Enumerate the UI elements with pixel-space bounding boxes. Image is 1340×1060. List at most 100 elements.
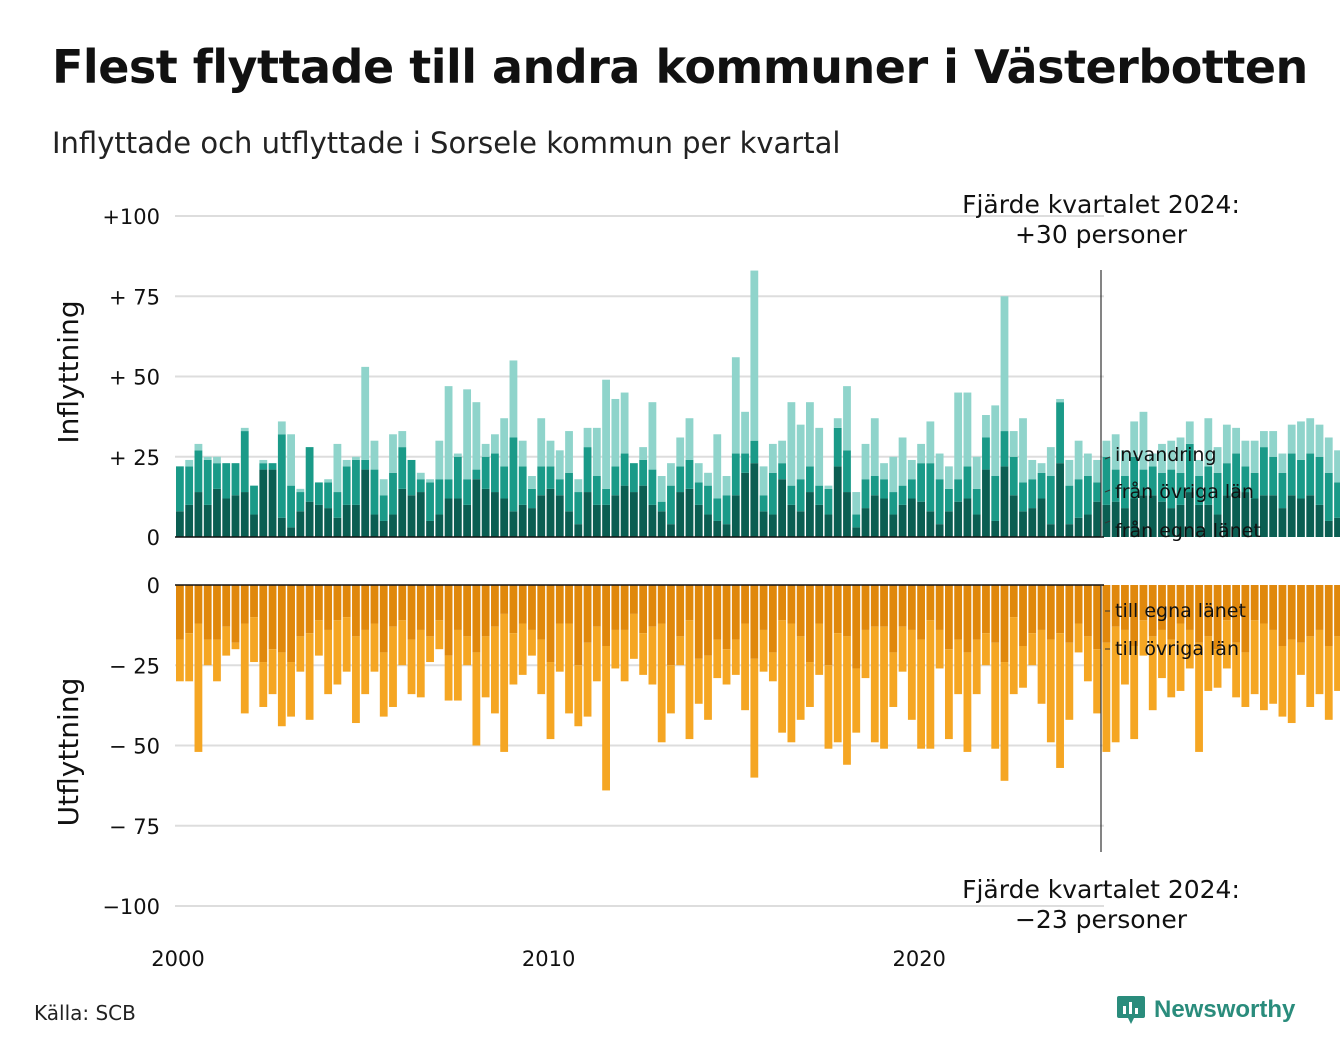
outflow-bar-segment [537, 585, 546, 640]
outflow-bar-segment [824, 585, 833, 666]
outflow-bars [176, 585, 1340, 791]
inflow-bar-segment [926, 421, 935, 464]
inflow-bar-segment [1250, 440, 1259, 473]
outflow-bar-segment [203, 639, 212, 666]
inflow-bar-segment [1046, 476, 1055, 525]
inflow-bar-segment [1250, 472, 1259, 499]
inflow-bar-segment [1000, 466, 1009, 537]
inflow-bar-segment [1037, 472, 1046, 499]
outflow-bar-segment [1241, 585, 1250, 653]
outflow-bar-segment [185, 633, 194, 682]
inflow-bar-segment [1297, 498, 1305, 537]
inflow-bar-segment [1297, 459, 1305, 499]
outflow-bar-segment [787, 623, 796, 743]
outflow-bar-segment [426, 636, 434, 663]
inflow-bar-segment [620, 392, 629, 454]
inflow-tick-label: 0 [147, 526, 160, 550]
outflow-bar-segment [824, 665, 833, 749]
inflow-bar-segment [222, 498, 231, 537]
inflow-bar-segment [176, 511, 184, 537]
inflow-bar-segment [815, 485, 824, 505]
inflow-bar-segment [806, 492, 814, 537]
inflow-bar-segment [1334, 450, 1340, 483]
outflow-bar-segment [917, 639, 925, 749]
inflow-bar-segment [1121, 476, 1129, 509]
inflow-bar-segment [824, 485, 833, 489]
outflow-bar-segment [685, 620, 694, 740]
inflow-bar-segment [1102, 504, 1111, 537]
outflow-bar-segment [1111, 585, 1120, 627]
inflow-bar-segment [1324, 472, 1333, 521]
outflow-bar-segment [787, 585, 796, 624]
outflow-bar-segment [463, 636, 472, 666]
inflow-series-label: från övriga län [1115, 480, 1254, 503]
inflow-bar-segment [463, 389, 472, 480]
inflow-bar-segment [741, 472, 749, 537]
inflow-bar-segment [1176, 437, 1185, 473]
outflow-bar-segment [861, 585, 870, 630]
brand-logo: Newsworthy [1116, 994, 1295, 1026]
inflow-bar-segment [991, 476, 1000, 521]
inflow-bar-segment [463, 504, 472, 537]
inflow-bar-segment [555, 479, 564, 496]
inflow-bar-segment [1278, 508, 1287, 537]
outflow-bar-segment [240, 585, 249, 624]
outflow-bar-segment [1046, 585, 1055, 640]
inflow-bar-segment [796, 479, 805, 512]
outflow-bar-segment [259, 585, 268, 663]
outflow-bar-segment [1083, 585, 1092, 637]
inflow-bar-segment [731, 357, 740, 454]
inflow-bar-segment [444, 479, 453, 499]
outflow-bar-segment [472, 652, 481, 746]
inflow-bar-segment [240, 431, 249, 493]
inflow-bar-segment [314, 504, 323, 537]
inflow-bar-segment [1222, 424, 1231, 464]
outflow-bar-segment [500, 585, 509, 614]
outflow-bar-segment [592, 626, 601, 682]
inflow-bar-segment [1167, 440, 1176, 470]
inflow-bar-segment [1130, 456, 1139, 499]
outflow-bar-segment [592, 585, 601, 627]
outflow-bar-segment [1204, 585, 1213, 637]
outflow-bar-segment [1204, 636, 1213, 691]
outflow-bar-segment [722, 585, 731, 650]
inflow-bar-segment [537, 466, 546, 496]
inflow-bar-segment [370, 514, 379, 537]
inflow-bar-segment [250, 485, 258, 515]
inflow-bar-segment [426, 482, 434, 521]
outflow-bar-segment [972, 639, 981, 695]
inflow-bar-segment [1176, 504, 1185, 537]
inflow-bar-segment [352, 459, 360, 505]
inflow-bar-segment [1019, 482, 1027, 512]
outflow-bar-segment [231, 642, 240, 650]
inflow-bar-segment [1065, 524, 1074, 537]
inflow-bar-segment [1176, 472, 1185, 505]
inflow-bar-segment [518, 466, 527, 505]
outflow-bar-segment [1306, 585, 1315, 637]
inflow-bar-segment [667, 524, 675, 537]
outflow-bar-segment [704, 655, 712, 720]
inflow-tick-label: + 50 [109, 366, 160, 390]
inflow-bar-segment [833, 418, 842, 428]
inflow-bar-segment [1250, 498, 1259, 537]
inflow-bar-segment [1287, 453, 1296, 496]
inflow-bar-segment [1195, 504, 1203, 537]
inflow-bar-segment [713, 498, 722, 521]
outflow-bar-segment [1074, 585, 1083, 624]
inflow-bar-segment [472, 479, 481, 537]
outflow-bar-segment [629, 585, 638, 614]
inflow-bar-segment [750, 270, 759, 441]
inflow-tick-label: +100 [102, 205, 160, 229]
inflow-bar-segment [602, 488, 610, 505]
inflow-bar-segment [509, 360, 518, 438]
inflow-bar-segment [287, 485, 295, 528]
outflow-bar-segment [305, 633, 314, 720]
outflow-bar-segment [268, 585, 277, 650]
outflow-bar-segment [416, 629, 425, 698]
outflow-bar-segment [426, 585, 434, 637]
outflow-bar-segment [574, 585, 583, 666]
inflow-bar-segment [268, 463, 277, 470]
outflow-bar-segment [203, 585, 212, 640]
inflow-bar-segment [1158, 472, 1166, 502]
inflow-bar-segment [1121, 450, 1129, 477]
